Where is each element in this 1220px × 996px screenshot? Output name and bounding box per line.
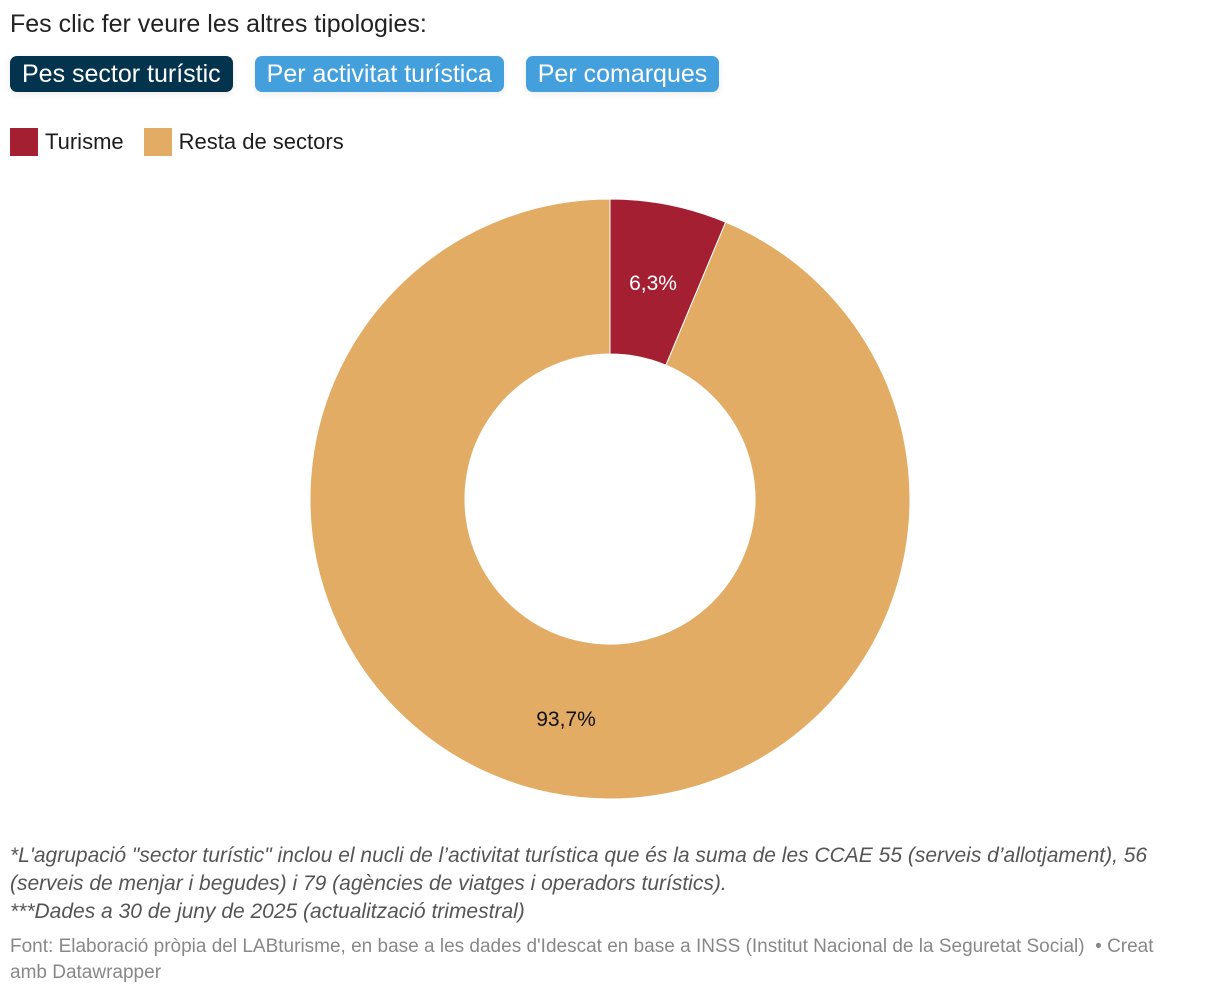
slice-resta-de-sectors — [309, 198, 911, 800]
legend-item-resta: Resta de sectors — [143, 128, 344, 156]
legend: Turisme Resta de sectors — [10, 128, 344, 156]
legend-item-turisme: Turisme — [10, 128, 124, 156]
slice-label: 93,7% — [536, 708, 596, 731]
note-2: ***Dades a 30 de juny de 2025 (actualitz… — [10, 900, 525, 923]
source-text: Font: Elaboració pròpia del LABturisme, … — [10, 936, 1085, 957]
source: Font: Elaboració pròpia del LABturisme, … — [10, 934, 1190, 986]
legend-swatch — [10, 128, 38, 156]
legend-label: Turisme — [45, 129, 124, 154]
typology-buttons: Pes sector turístic Per activitat turíst… — [10, 56, 720, 92]
button-per-activitat-turistica[interactable]: Per activitat turística — [254, 56, 504, 92]
button-per-comarques[interactable]: Per comarques — [525, 56, 720, 92]
intro-text: Fes clic fer veure les altres tipologies… — [10, 10, 427, 38]
button-pes-sector-turistic[interactable]: Pes sector turístic — [10, 56, 233, 92]
donut-chart: 6,3% 93,7% — [309, 198, 911, 800]
notes: *L'agrupació "sector turístic" inclou el… — [10, 842, 1190, 926]
legend-label: Resta de sectors — [178, 129, 344, 154]
legend-swatch — [143, 128, 172, 156]
slice-label: 6,3% — [629, 272, 677, 295]
datawrapper-credit[interactable]: • Creat amb Datawrapper — [10, 936, 1154, 983]
note-1: *L'agrupació "sector turístic" inclou el… — [10, 844, 1148, 895]
